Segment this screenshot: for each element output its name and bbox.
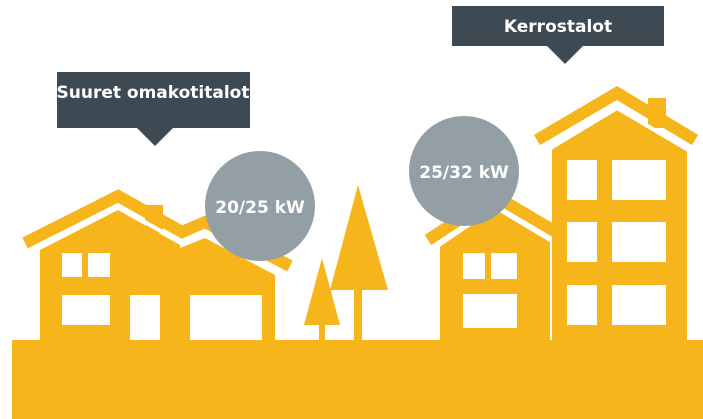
ground xyxy=(12,340,703,419)
callout-label: Suuret omakotitalot xyxy=(57,83,250,103)
callout-label: Kerrostalot xyxy=(504,17,612,37)
badge-label: 20/25 kW xyxy=(215,198,305,218)
illustration: 20/25 kW 25/32 kW Suuret omakotitalot Ke… xyxy=(0,0,703,419)
trees xyxy=(304,185,388,342)
apartment-building xyxy=(537,93,695,340)
badge-label: 25/32 kW xyxy=(419,163,509,183)
page: 20/25 kW 25/32 kW Suuret omakotitalot Ke… xyxy=(0,0,703,419)
